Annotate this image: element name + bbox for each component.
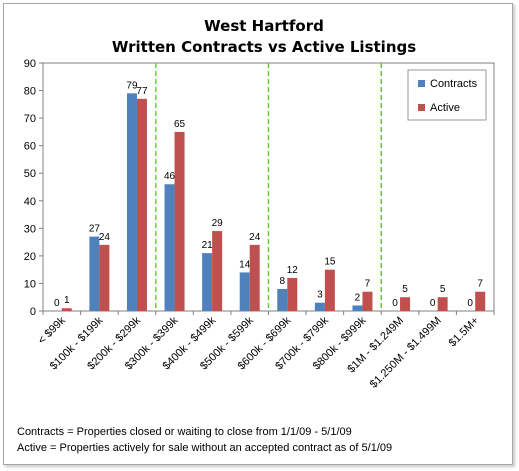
data-label-contracts: 8 (280, 276, 286, 287)
bar-active (99, 244, 110, 311)
x-tick-label: < $99k (36, 314, 68, 346)
bar-contracts (314, 302, 325, 311)
y-tick-label: 0 (30, 306, 36, 318)
data-label-contracts: 21 (202, 240, 214, 251)
data-label-contracts: 0 (467, 298, 473, 309)
data-label-contracts: 46 (164, 171, 176, 182)
bar-active (249, 244, 260, 311)
legend-swatch-active (418, 104, 425, 111)
legend-swatch-contracts (418, 80, 425, 87)
legend-label-contracts: Contracts (430, 78, 478, 90)
data-label-active: 5 (402, 284, 408, 295)
data-label-active: 65 (174, 119, 186, 130)
data-label-active: 7 (365, 279, 371, 290)
y-tick-label: 50 (24, 168, 36, 180)
footnote-active: Active = Properties actively for sale wi… (17, 442, 393, 454)
x-tick-label: $1.5M+ (447, 315, 482, 350)
data-label-active: 24 (249, 232, 261, 243)
data-label-active: 77 (136, 86, 148, 97)
bar-contracts (126, 93, 137, 311)
bar-contracts (239, 272, 250, 311)
legend: Contracts Active (407, 69, 487, 121)
footnote-contracts: Contracts = Properties closed or waiting… (17, 426, 352, 438)
data-label-active: 5 (440, 284, 446, 295)
y-tick-label: 60 (24, 141, 36, 153)
chart-title-line-1: West Hartford (204, 17, 324, 35)
data-label-active: 12 (287, 265, 299, 276)
bar-contracts (202, 253, 213, 311)
y-tick-label: 30 (24, 223, 36, 235)
bar-active (324, 269, 335, 311)
y-tick-label: 40 (24, 196, 36, 208)
data-label-contracts: 14 (239, 259, 251, 270)
bar-contracts (164, 184, 175, 311)
bar-active (212, 231, 223, 311)
data-label-contracts: 2 (355, 292, 361, 303)
bar-active (287, 277, 298, 311)
data-label-contracts: 79 (126, 80, 138, 91)
bar-active (136, 98, 147, 311)
bar-contracts (277, 288, 288, 311)
y-tick-label: 20 (24, 251, 36, 263)
legend-label-active: Active (430, 102, 460, 114)
chart-title-line-2: Written Contracts vs Active Listings (112, 38, 416, 56)
data-label-active: 7 (477, 279, 483, 290)
data-label-active: 1 (64, 295, 70, 306)
bar-active (437, 297, 448, 311)
data-label-contracts: 27 (89, 224, 101, 235)
bar-active (61, 308, 72, 311)
bar-contracts (89, 236, 100, 311)
bar-active (362, 291, 373, 311)
legend-box (407, 69, 487, 121)
bar-active (174, 131, 185, 311)
y-tick-label: 80 (24, 86, 36, 98)
data-label-contracts: 0 (430, 298, 436, 309)
data-label-active: 29 (212, 218, 224, 229)
data-label-contracts: 0 (392, 298, 398, 309)
y-tick-label: 70 (24, 113, 36, 125)
data-label-active: 15 (324, 257, 336, 268)
x-tick-label: $1.250M - $1.499M (368, 315, 444, 391)
bar-active (400, 297, 411, 311)
data-label-contracts: 3 (317, 290, 323, 301)
y-tick-label: 90 (24, 58, 36, 70)
bar-contracts (352, 305, 363, 311)
data-label-active: 24 (99, 232, 111, 243)
data-label-contracts: 0 (54, 298, 60, 309)
y-tick-label: 10 (24, 278, 36, 290)
bar-active (475, 291, 486, 311)
